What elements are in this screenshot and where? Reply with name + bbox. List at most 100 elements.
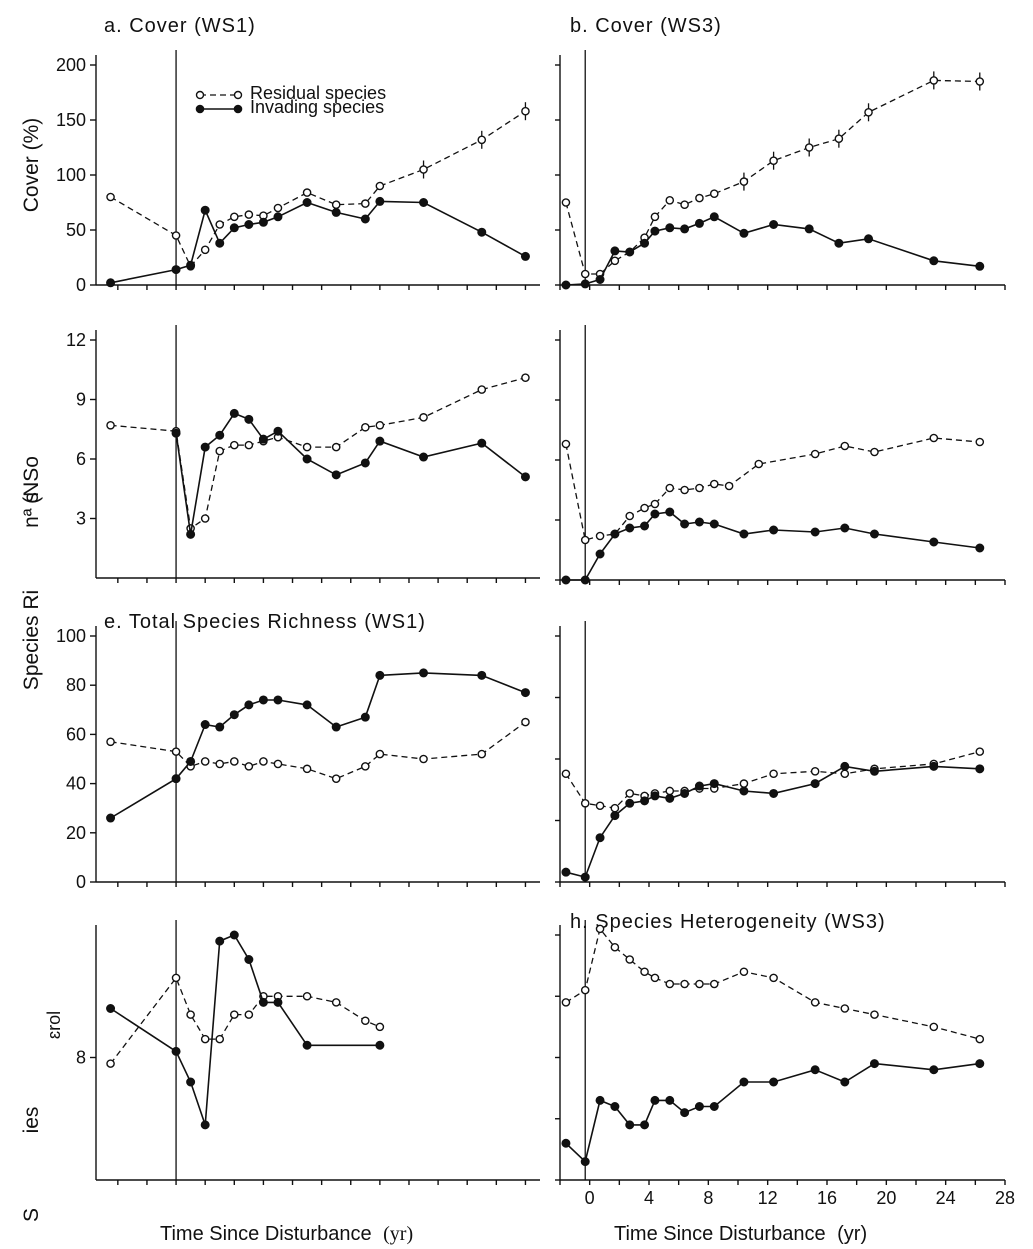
panel-h-x-tick-label: 4 (644, 1188, 654, 1208)
y-label-cover: Cover (%) (20, 118, 43, 213)
panel-e-residual-point (244, 762, 254, 771)
panel-g-invading-point (244, 955, 254, 964)
x-label-left-unit: (yr) (383, 1223, 413, 1245)
panel-h-invading-point (694, 1102, 704, 1111)
panel-a-invading-point (477, 227, 487, 237)
panel-f-residual-point (769, 769, 778, 779)
panel-e-y-tick-label: 100 (56, 626, 86, 646)
panel-h-invading-point (769, 1077, 779, 1087)
panel-h-residual-line (565, 927, 980, 1040)
x-label-right: Time Since Disturbance (yr) (614, 1223, 867, 1245)
panel-c-residual-point (521, 373, 530, 382)
panel-b-invading-line (565, 215, 980, 286)
panel-c-y-tick-label: 3 (76, 509, 86, 529)
panel-d-invading-point (665, 507, 675, 517)
panel-a-residual-point (302, 188, 312, 197)
panel-b-invading-point (665, 223, 675, 233)
panel-f-residual-point (739, 779, 749, 788)
panel-h-invading-point (810, 1065, 820, 1075)
panel-a-invading-point (106, 278, 116, 288)
panel-c: 3 6 9 12 (66, 325, 540, 583)
panel-e-invading-point (215, 722, 225, 732)
panel-g-invading-point (215, 936, 225, 946)
y-label-richness-b: (NSo (20, 456, 43, 504)
panel-h-residual-point (695, 979, 704, 989)
panel-b-residual-point (709, 189, 719, 198)
panel-c-invading-point (229, 408, 239, 418)
panel-h-x-tick-label: 12 (758, 1188, 778, 1208)
panel-d-residual-point (870, 447, 879, 457)
panel-g-residual-point (200, 1034, 210, 1044)
panel-h-x-tick-label: 28 (995, 1188, 1015, 1208)
panel-b-residual-point (561, 198, 571, 207)
panel-e-invading-point (302, 700, 312, 710)
panel-d-invading-point (929, 537, 939, 547)
panel-c-residual-point (215, 446, 225, 456)
panel-b-title: b. Cover (WS3) (570, 15, 722, 37)
panel-f-invading-point (595, 833, 605, 843)
panel-f-invading-point (680, 788, 690, 798)
panel-f-invading-line (565, 765, 980, 879)
panel-h-invading-point (640, 1120, 650, 1130)
panel-b-invading-point (625, 247, 635, 257)
panel-e-y-tick-label: 80 (66, 675, 86, 695)
panel-f-invading-point (810, 779, 820, 789)
panel-g-invading-point (229, 930, 239, 940)
x-label-left-text: Time Since Disturbance (160, 1223, 372, 1245)
panel-f-residual-point (665, 786, 675, 796)
panel-d-invading-point (769, 525, 779, 535)
panel-b-invading-point (610, 246, 620, 256)
panel-e-invading-point (360, 712, 370, 722)
panel-a-invading-point (171, 265, 181, 275)
panel-a: 0 50 100 150 200 (56, 50, 540, 295)
panel-d-residual-point (709, 479, 719, 489)
panel-b-invading-point (694, 218, 704, 228)
panel-f-invading-point (739, 786, 749, 796)
panel-b-invading-point (739, 228, 749, 238)
panel-c-invading-point (520, 472, 530, 482)
panel-f-invading-point (640, 796, 650, 806)
panel-a-residual-point (171, 231, 181, 240)
panel-e-y-tick-label: 0 (76, 872, 86, 892)
panel-d-residual-point (754, 459, 764, 469)
panel-e-residual-point (419, 754, 428, 764)
panel-e-y-tick-label: 20 (66, 823, 86, 843)
x-label-left: Time Since Disturbance (yr) (160, 1223, 413, 1245)
panel-g-residual-point (361, 1016, 370, 1026)
panel-e-residual-point (521, 717, 530, 727)
panel-d-invading-point (869, 529, 879, 539)
panel-b-invading-point (834, 238, 844, 248)
panel-h-x-tick-label: 24 (936, 1188, 956, 1208)
panel-h-residual-point (640, 967, 649, 977)
panel-e-invading-point (273, 695, 283, 705)
panel-g-invading-point (106, 1004, 116, 1013)
panel-e-residual-line (110, 721, 526, 780)
panel-e-invading-point (419, 668, 429, 678)
panel-d-residual-point (840, 441, 850, 451)
panel-a-residual-point (229, 212, 239, 222)
panel-a-residual-point (200, 245, 210, 255)
panel-c-residual-point (375, 420, 385, 430)
panel-f-invading-point (869, 766, 879, 776)
panel-h-invading-point (595, 1095, 605, 1105)
panel-g: 8 (76, 920, 540, 1185)
panel-g-invading-point (273, 997, 283, 1007)
panel-e-invading-point (258, 695, 268, 705)
panel-a-y-tick-label: 200 (56, 55, 86, 75)
panel-a-invading-point (375, 196, 385, 206)
panel-h-invading-point (680, 1108, 690, 1118)
panel-d-residual-point (595, 531, 605, 541)
panel-e-invading-point (520, 688, 530, 698)
panel-d-invading-point (694, 517, 704, 527)
panel-a-invading-line (110, 200, 526, 284)
panel-e-residual-point (200, 757, 210, 766)
panel-d-residual-point (695, 483, 704, 493)
panel-a-invading-point (302, 198, 312, 207)
panel-e-residual-point (171, 747, 181, 756)
panel-a-invading-point (273, 212, 283, 222)
panel-b-residual-point (739, 177, 749, 186)
panel-b (555, 50, 1006, 290)
panel-c-residual-point (229, 440, 239, 450)
panel-a-invading-point (360, 214, 370, 224)
panel-d-invading-line (565, 511, 980, 581)
